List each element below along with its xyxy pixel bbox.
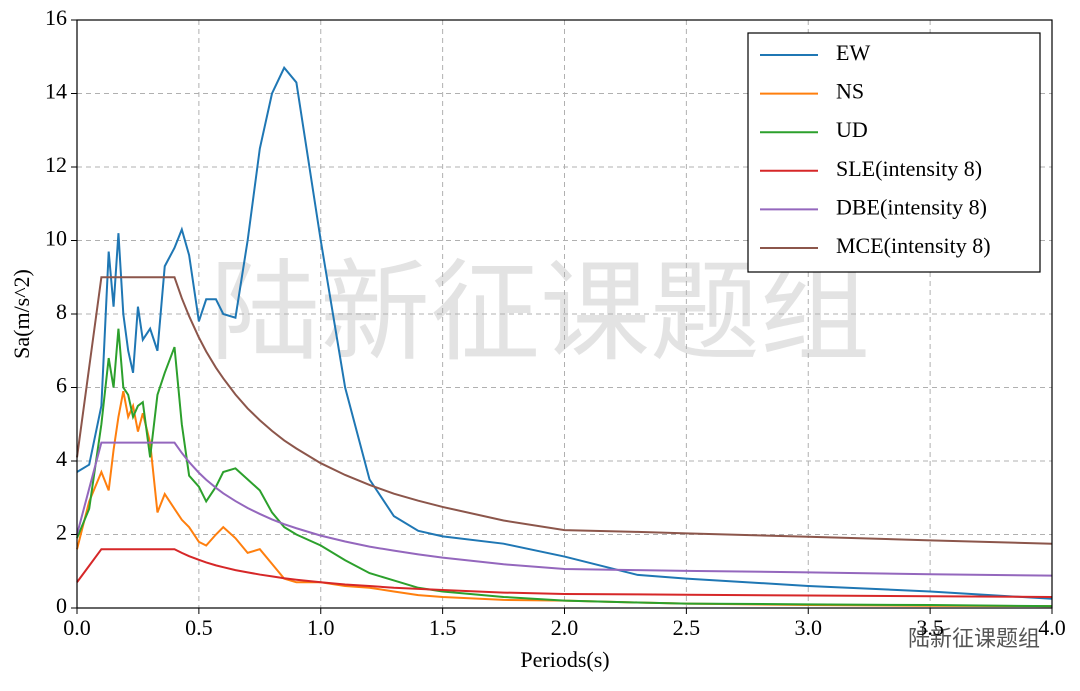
legend-label: NS [836,79,864,104]
x-tick-label: 0.0 [63,615,91,640]
data-line [76,65,1053,600]
plot-frame [76,19,1053,609]
x-tick-label: 3.0 [795,615,823,640]
x-tick-label: 4.0 [1038,615,1066,640]
x-tick-label: 1.5 [429,615,457,640]
data-line [76,548,1053,598]
data-line [76,276,1053,545]
y-tick-label: 4 [56,446,67,471]
x-tick-label: 0.5 [185,615,213,640]
legend-label: MCE(intensity 8) [836,233,991,258]
legend-label: UD [836,117,868,142]
y-tick-label: 8 [56,299,67,324]
y-axis-label: Sa(m/s^2) [9,269,34,359]
x-tick-label: 2.0 [551,615,579,640]
legend-label: SLE(intensity 8) [836,156,982,181]
x-tick-label: 3.5 [916,615,944,640]
x-tick-label: 1.0 [307,615,335,640]
data-line [76,441,1053,577]
data-line [76,390,1053,608]
credit: 陆新征课题组 [908,627,1040,652]
y-tick-label: 14 [45,79,67,104]
x-axis-label: Periods(s) [520,647,609,672]
y-tick-label: 16 [45,5,67,30]
y-tick-label: 10 [45,226,67,251]
legend-label: EW [836,40,870,65]
y-tick-label: 12 [45,152,67,177]
y-tick-label: 2 [56,520,67,545]
legend-box [747,32,1041,273]
data-line [76,328,1053,608]
y-tick-label: 6 [56,373,67,398]
y-tick-label: 0 [56,593,67,618]
x-tick-label: 2.5 [673,615,701,640]
legend-label: DBE(intensity 8) [836,194,987,219]
